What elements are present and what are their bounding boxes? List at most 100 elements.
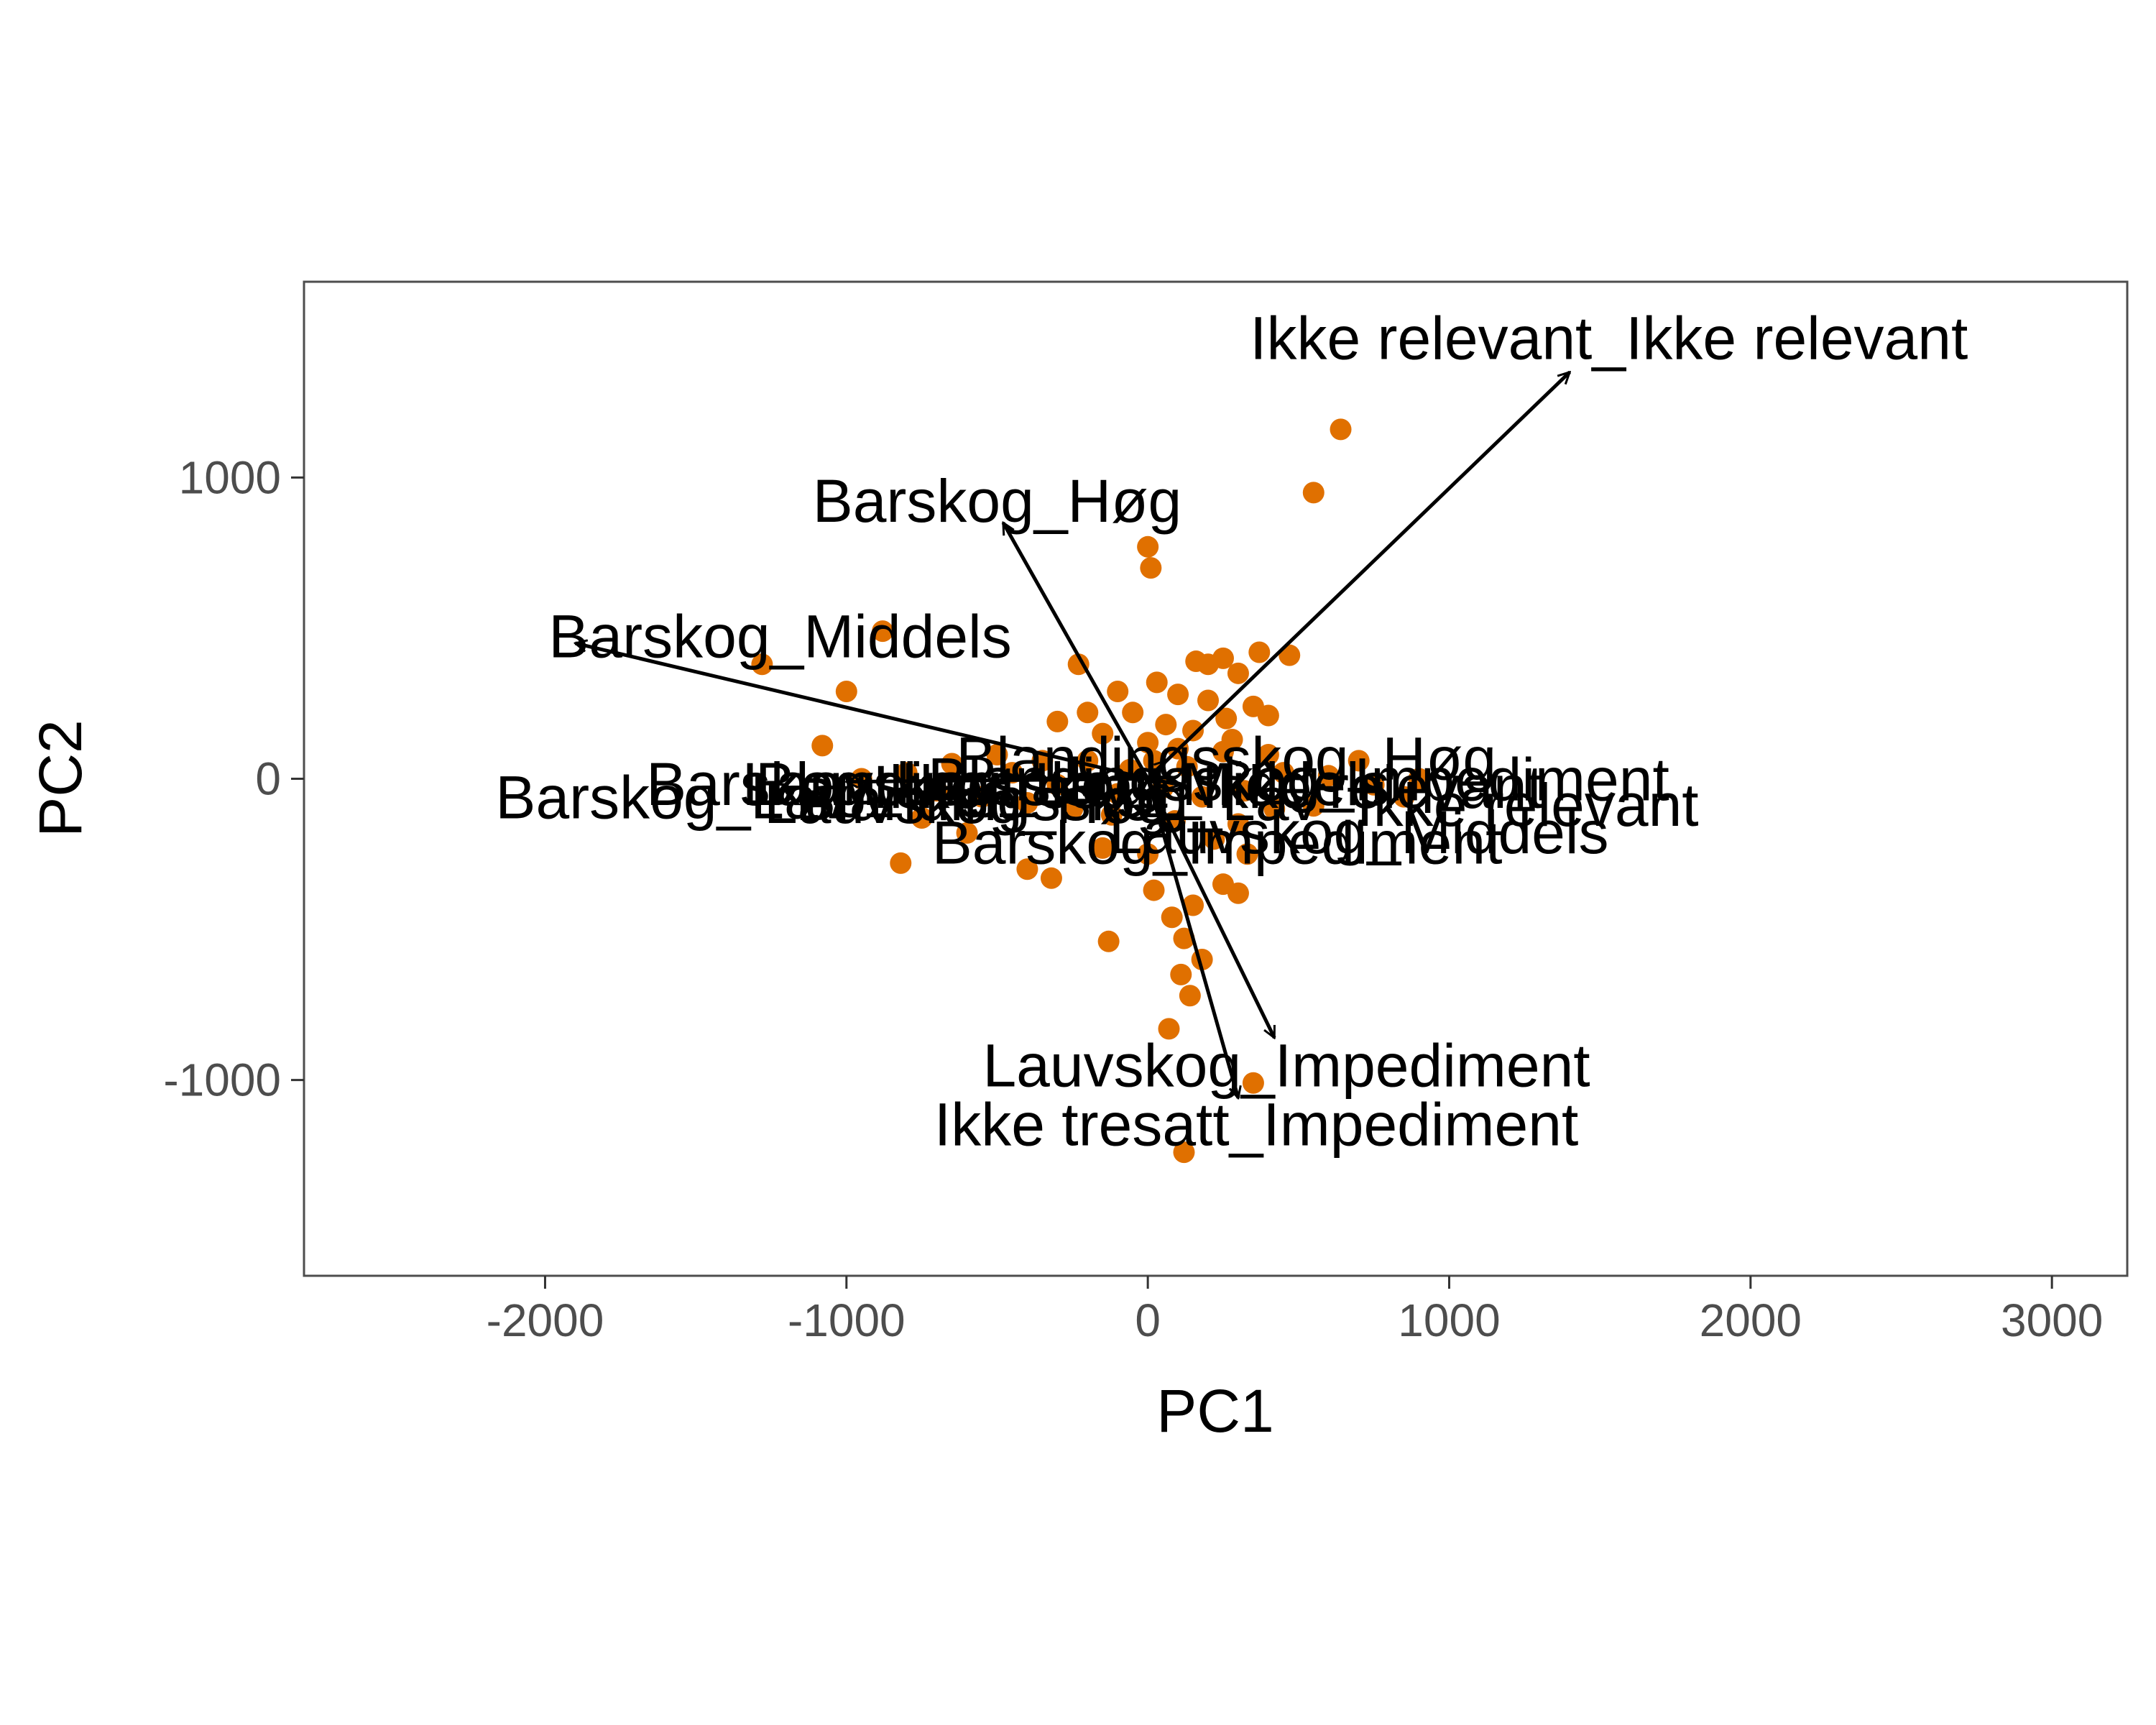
x-tick-label: 3000 — [2001, 1294, 2103, 1346]
data-point — [1001, 762, 1023, 784]
data-point — [1408, 768, 1430, 790]
y-tick-label: 1000 — [179, 451, 281, 503]
data-point — [751, 653, 773, 676]
loading-arrow — [1146, 778, 1238, 1098]
data-point — [1182, 894, 1204, 916]
data-point — [1272, 762, 1294, 784]
data-point — [1227, 813, 1249, 835]
loading-label: Barskog_Høg — [813, 467, 1182, 535]
data-point — [1191, 786, 1213, 808]
x-axis-title: PC1 — [1156, 1377, 1273, 1445]
data-point — [1097, 930, 1120, 952]
data-point — [1182, 719, 1204, 742]
data-point — [1317, 765, 1340, 787]
loading-arrow — [1137, 778, 1148, 797]
loading-label: Ikke tresatt_Ikke relevant — [872, 753, 1544, 821]
data-point — [1107, 680, 1129, 702]
data-point — [1173, 1141, 1195, 1164]
data-point — [1016, 858, 1038, 880]
loading-labels-layer: Ikke relevant_Ikke relevant Barskog_Høg Ba… — [495, 305, 1968, 1159]
data-point — [941, 753, 963, 775]
loading-label: Blandingsskog_Middels — [755, 750, 1390, 818]
data-point — [1263, 798, 1286, 820]
loading-arrow — [1147, 779, 1181, 785]
y-tick-label: 0 — [255, 753, 281, 805]
loading-label: Lauvskog_Lav — [742, 750, 1132, 818]
data-point — [1137, 843, 1159, 865]
data-point — [1122, 702, 1144, 724]
data-point — [1146, 671, 1168, 694]
loading-label: Barskog_Lav — [495, 764, 847, 832]
data-point — [1173, 927, 1195, 949]
loading-arrow — [1146, 760, 1166, 781]
data-point — [926, 780, 948, 802]
data-point — [1348, 750, 1370, 772]
loading-arrows-layer — [575, 372, 1570, 1098]
data-point — [811, 735, 834, 757]
data-point — [895, 762, 918, 784]
data-point — [1248, 641, 1271, 663]
x-tick-label: 2000 — [1700, 1294, 1802, 1346]
loading-label: Blandingsskog_Impediment — [928, 746, 1669, 814]
loading-label: Barskog_Middels — [548, 603, 1011, 671]
data-point — [1227, 882, 1249, 904]
data-point — [1233, 780, 1256, 802]
points-layer — [751, 418, 1430, 1164]
loading-label: Barskog_Impediment — [932, 809, 1503, 877]
data-point — [1215, 707, 1238, 730]
data-point — [911, 806, 933, 829]
data-point — [1143, 879, 1165, 901]
data-point — [1137, 732, 1159, 754]
data-point — [1257, 743, 1279, 765]
y-tick-label: -1000 — [163, 1054, 281, 1106]
data-point — [986, 743, 1008, 765]
data-point — [1107, 783, 1129, 805]
data-point — [1161, 906, 1183, 929]
y-axis: -1000 0 1000 — [163, 451, 304, 1106]
data-point — [872, 620, 894, 643]
data-point — [1236, 843, 1258, 865]
data-point — [1155, 714, 1177, 736]
data-point — [1176, 755, 1198, 778]
data-point — [956, 822, 978, 844]
data-point — [835, 680, 857, 702]
loading-arrow — [1146, 778, 1276, 1038]
data-point — [1302, 795, 1325, 817]
data-point — [1393, 786, 1415, 808]
data-point — [1185, 650, 1207, 673]
loading-arrow — [1001, 523, 1150, 780]
loading-label: Ikke relevant — [1356, 771, 1698, 839]
x-tick-label: 0 — [1135, 1294, 1161, 1346]
data-point — [1137, 535, 1159, 558]
loading-label: Lauvskog_Impediment — [982, 1032, 1590, 1100]
data-point — [1167, 684, 1189, 706]
y-axis-title: PC2 — [27, 719, 94, 837]
data-point — [1158, 1018, 1180, 1040]
data-point — [890, 852, 912, 874]
loading-label: Lauvskog_Middels — [1109, 799, 1609, 866]
loading-label: Ikke relevant_Ikke relevant — [1250, 305, 1968, 372]
data-point — [971, 786, 993, 808]
data-point — [1302, 482, 1325, 504]
data-point — [1197, 689, 1220, 712]
data-point — [1067, 653, 1089, 676]
loading-label: Blandingsskog_Lav — [796, 765, 1319, 833]
loading-label: Barskog_Lav — [646, 750, 998, 818]
data-point — [1257, 704, 1279, 727]
data-point — [1227, 662, 1249, 684]
x-tick-label: -2000 — [487, 1294, 604, 1346]
x-tick-label: 1000 — [1398, 1294, 1500, 1346]
loading-label: Lauvskog_Høg — [764, 768, 1170, 836]
loading-label: Ikke tresatt_Impediment — [934, 1090, 1578, 1158]
data-point — [1179, 985, 1201, 1007]
data-point — [1046, 710, 1069, 732]
data-point — [1242, 1072, 1264, 1094]
data-point — [1140, 557, 1162, 579]
data-point — [1221, 729, 1243, 751]
data-point — [1330, 418, 1352, 441]
data-point — [1092, 722, 1114, 745]
data-point — [1203, 828, 1225, 850]
x-axis: -2000 -1000 0 1000 2000 3000 — [487, 1276, 2103, 1346]
